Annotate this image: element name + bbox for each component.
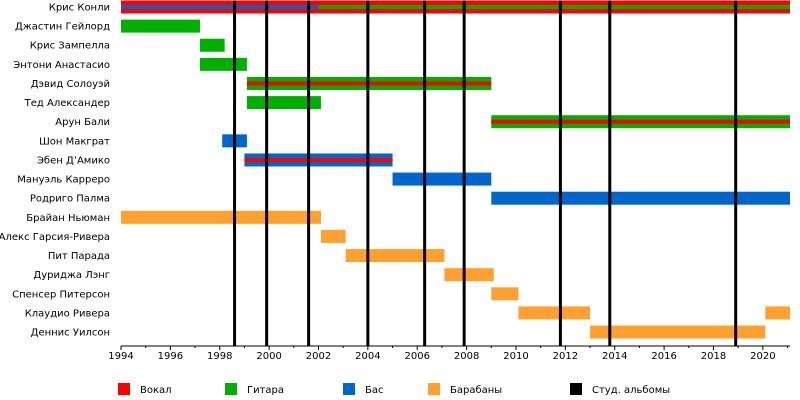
legend-swatch [343, 383, 355, 395]
member-bar-inner-stripe [491, 119, 790, 124]
member-label: Пит Парада [48, 251, 110, 262]
x-tick-label: 2006 [405, 351, 430, 362]
member-bar [320, 229, 346, 243]
legend-label: Студ. альбомы [592, 385, 670, 396]
x-axis: 1994 1996 1998 2000 2002 2004 2006 2008 2010 2012… [108, 345, 790, 362]
x-tick-label: 2000 [256, 351, 281, 362]
member-label: Родриго Палма [30, 194, 110, 205]
member-label: Энтони Анастасио [13, 60, 110, 71]
x-tick-label: 2016 [651, 351, 676, 362]
x-tick-label: 2010 [503, 351, 528, 362]
member-label: Спенсер Питерсон [12, 289, 110, 300]
legend-label: Вокал [140, 385, 172, 396]
member-labels: Крис Конли Джастин Гейлорд Крис Зампелла Эн… [0, 3, 110, 339]
member-label: Шон Макграт [39, 136, 110, 147]
member-bars [121, 0, 790, 339]
member-bar [392, 172, 492, 186]
member-label: Джастин Гейлорд [15, 22, 110, 33]
member-label: Эбен Д’Амико [37, 155, 110, 166]
member-bar [121, 210, 321, 224]
member-label: Арун Бали [55, 117, 110, 128]
x-tick-label: 2004 [355, 351, 380, 362]
x-tick-label: 2018 [701, 351, 726, 362]
x-tick-label: 1996 [158, 351, 183, 362]
x-tick-label: 2002 [306, 351, 331, 362]
member-bar [590, 325, 766, 339]
album-lines [233, 0, 738, 346]
member-bar [518, 306, 591, 320]
legend-label: Барабаны [450, 385, 502, 396]
x-tick-label: 2020 [750, 351, 775, 362]
member-label: Тед Александер [24, 98, 110, 109]
member-bar [491, 287, 519, 301]
member-label: Крис Конли [49, 3, 110, 14]
member-bar [345, 249, 445, 263]
member-bar-inner-stripe [121, 5, 319, 9]
member-bar [444, 268, 494, 282]
x-tick-label: 2012 [553, 351, 578, 362]
x-tick-label: 1998 [207, 351, 232, 362]
member-bar [491, 191, 790, 205]
legend-label: Бас [365, 385, 384, 396]
member-label: Крис Зампелла [30, 41, 110, 52]
legend-swatch [225, 383, 237, 395]
member-bar [199, 57, 247, 71]
legend-swatch [570, 383, 582, 395]
x-tick-label: 2014 [602, 351, 627, 362]
member-bar-inner-stripe [318, 5, 790, 9]
member-bar [121, 19, 200, 33]
legend-swatch [428, 383, 440, 395]
member-label: Клаудио Ривера [25, 308, 110, 319]
member-bar [199, 38, 225, 52]
member-label: Алекс Гарсия-Ривера [0, 232, 110, 243]
member-label: Деннис Уилсон [31, 328, 110, 339]
x-tick-label: 1994 [108, 351, 133, 362]
legend-swatch [118, 383, 130, 395]
member-label: Дэвид Солоуэй [31, 79, 110, 90]
member-bar [765, 306, 790, 320]
member-label: Брайан Ньюман [26, 213, 110, 224]
legend: Вокал Гитара Бас Барабаны Студ. альбомы [118, 383, 670, 396]
member-bar-inner-stripe [244, 157, 393, 162]
x-tick-label: 2008 [454, 351, 479, 362]
member-label: Дуриджа Лэнг [33, 270, 110, 281]
legend-label: Гитара [247, 385, 284, 396]
member-label: Мануэль Карреро [17, 175, 110, 186]
